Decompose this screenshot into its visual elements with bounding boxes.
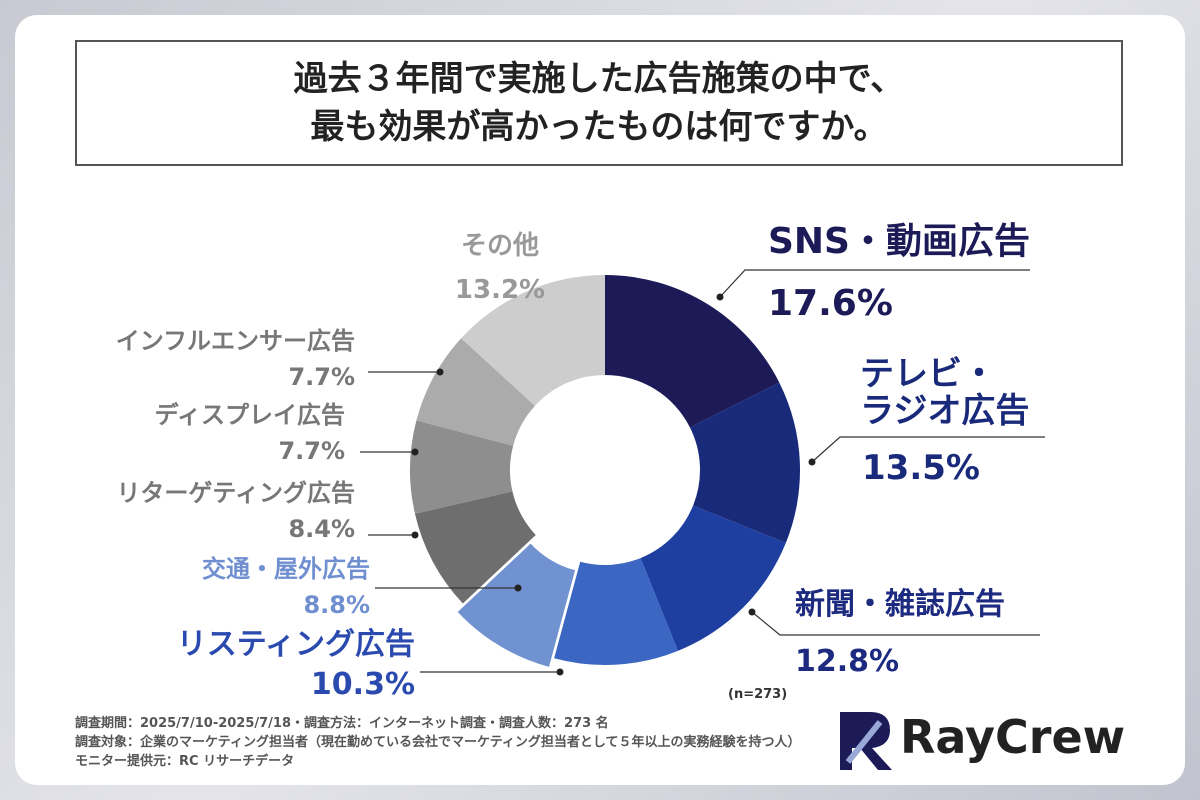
value-label: 7.7% (278, 437, 345, 465)
category-label: 交通・屋外広告 (202, 555, 370, 583)
donut-segment (640, 505, 786, 651)
leader-dot (514, 584, 522, 592)
value-label: 13.2% (454, 275, 546, 305)
donut-segment (457, 543, 576, 667)
donut-segment (416, 338, 535, 446)
donut-segment (689, 382, 800, 543)
title-line: 過去３年間で実施した広告施策の中で、 (293, 59, 905, 99)
leader-dot (748, 608, 756, 616)
sample-note: (n=273) (728, 687, 788, 702)
leader-dot (556, 668, 564, 676)
donut-segment (605, 275, 780, 428)
title-line: 最も効果が高かったものは何ですか。 (310, 107, 888, 147)
category-label: その他 (460, 231, 539, 261)
leader-dot (436, 368, 444, 376)
category-label: テレビ・ ラジオ広告 (860, 354, 1030, 432)
value-label: 12.8% (795, 644, 900, 679)
value-label: 8.4% (288, 515, 355, 543)
donut-segment (461, 275, 605, 406)
category-label: リターゲティング広告 (116, 479, 355, 507)
footnote: 調査期間：2025/7/10-2025/7/18・調査方法：インターネット調査・… (75, 716, 609, 731)
value-label: 10.3% (310, 667, 415, 702)
leader-dot (808, 458, 816, 466)
footnote: 調査対象：企業のマーケティング担当者（現在勤めている会社でマーケティング担当者と… (75, 735, 801, 750)
value-label: 13.5% (862, 448, 980, 488)
category-label: 新聞・雑誌広告 (795, 587, 1005, 622)
leader-line (719, 269, 1030, 298)
category-label: ディスプレイ広告 (154, 401, 345, 429)
leader-line (811, 436, 1045, 463)
value-label: 17.6% (768, 283, 893, 324)
leader-line (751, 611, 1040, 636)
value-label: 7.7% (288, 363, 355, 391)
leader-dot (411, 448, 419, 456)
donut-segment (410, 420, 514, 514)
logo-icon (840, 712, 892, 770)
value-label: 8.8% (303, 591, 370, 619)
leader-dot (716, 293, 724, 301)
footnote: モニター提供元：RC リサーチデータ (75, 754, 295, 769)
category-label: リスティング広告 (176, 627, 415, 662)
category-label: SNS・動画広告 (768, 221, 1030, 262)
logo-text: RayCrew (900, 710, 1126, 764)
donut-segment (414, 491, 536, 604)
leader-dot (411, 531, 419, 539)
title-box: 過去３年間で実施した広告施策の中で、 最も効果が高かったものは何ですか。 (75, 40, 1123, 166)
category-label: インフルエンサー広告 (115, 327, 355, 355)
donut-segment (554, 558, 678, 665)
